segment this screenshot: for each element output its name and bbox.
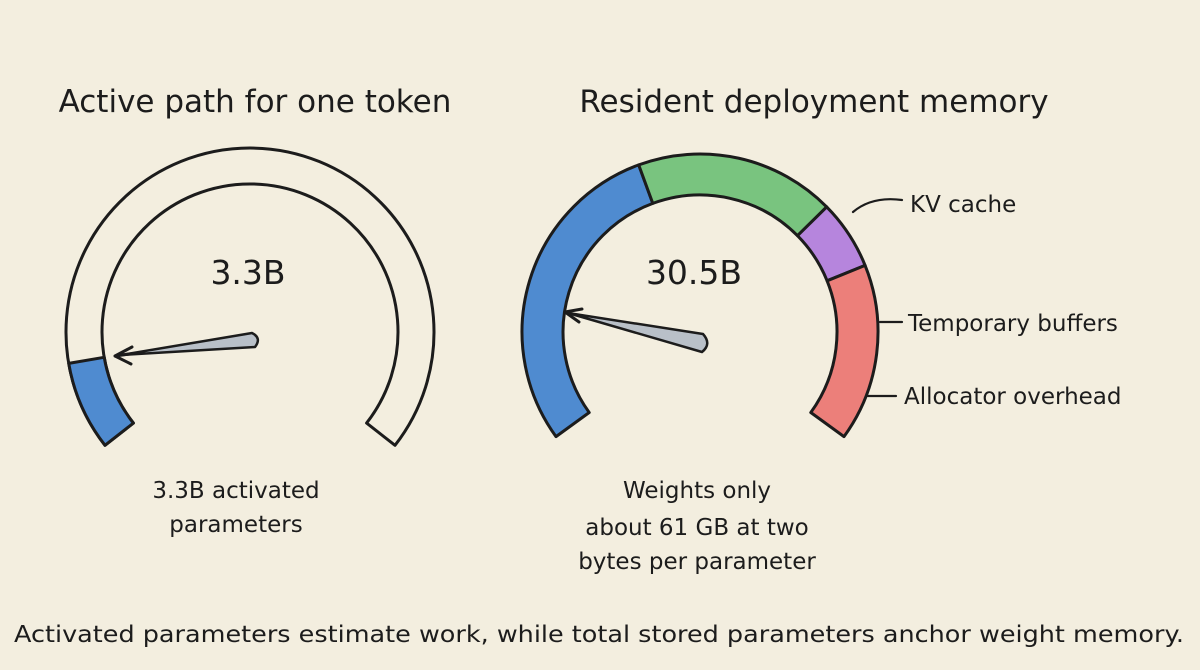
right-gauge-value: 30.5B — [646, 253, 742, 292]
kv-cache-callout: KV cache — [910, 192, 1016, 218]
right-gauge-needle — [566, 311, 709, 354]
left-gauge: 3.3B — [64, 146, 436, 447]
left-gauge-caption-line-2: parameters — [169, 512, 302, 538]
right-gauge-caption-line-3: bytes per parameter — [578, 549, 816, 575]
left-gauge-fill-arc — [67, 355, 135, 447]
right-gauge-segment-allocator-overhead — [809, 263, 880, 439]
left-gauge-track-arc — [64, 146, 436, 447]
right-gauge-segment-kv-cache — [637, 152, 829, 238]
allocator-overhead-callout: Allocator overhead — [904, 384, 1122, 410]
right-gauge: 30.5B — [520, 152, 880, 439]
left-gauge-track — [64, 146, 436, 447]
left-gauge-needle — [119, 331, 260, 357]
left-gauge-title: Active path for one token — [59, 84, 452, 120]
right-gauge-title: Resident deployment memory — [579, 84, 1048, 120]
left-gauge-caption-line-1: 3.3B activated — [152, 478, 319, 504]
right-gauge-needle-pointer — [563, 307, 584, 324]
temporary-buffers-callout: Temporary buffers — [907, 311, 1118, 337]
right-gauge-segment-weights — [520, 163, 655, 439]
right-gauge-caption-line-2: about 61 GB at two — [585, 515, 809, 541]
kv-cache-leader-line — [851, 198, 904, 214]
left-gauge-fill — [67, 355, 135, 447]
left-gauge-value: 3.3B — [210, 253, 285, 292]
right-gauge-caption-line-1: Weights only — [623, 478, 771, 504]
footer-note: Activated parameters estimate work, whil… — [14, 622, 1184, 648]
right-gauge-segments — [520, 152, 880, 439]
